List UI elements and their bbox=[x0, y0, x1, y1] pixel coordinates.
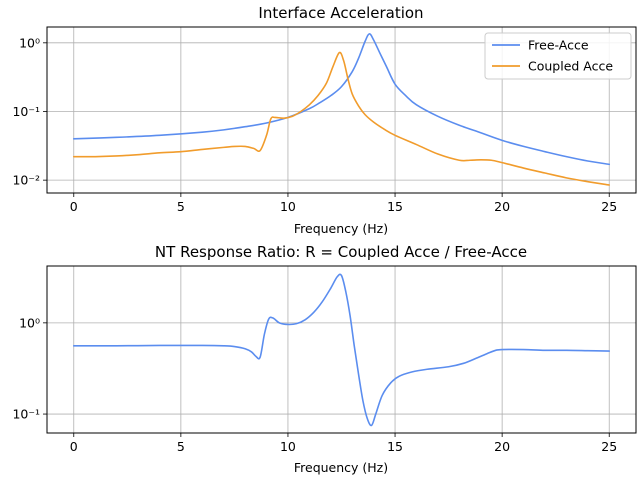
series-line-coupled-acce bbox=[72, 51, 611, 186]
x-tick-label: 0 bbox=[70, 199, 78, 214]
bottom-panel: NT Response Ratio: R = Coupled Acce / Fr… bbox=[12, 243, 637, 475]
series-line-free-acce bbox=[72, 33, 611, 166]
bottom-panel-ticks: 0 5 10 15 20 25 10⁻¹ 10⁰ bbox=[12, 315, 617, 454]
legend-free-acce-label: Free-Acce bbox=[528, 38, 589, 53]
x-tick-label: 5 bbox=[177, 199, 185, 214]
legend-box bbox=[484, 32, 632, 80]
bottom-panel-lines bbox=[72, 273, 611, 427]
top-panel: Interface Acceleration 0 5 10 15 20 25 10⁻² 10⁻… bbox=[12, 4, 637, 236]
y-tick-label: 10⁻² bbox=[12, 173, 40, 188]
bottom-panel-frame bbox=[46, 265, 637, 434]
bottom-panel-grid bbox=[47, 266, 636, 433]
x-tick-label: 15 bbox=[387, 439, 403, 454]
bottom-panel-title: NT Response Ratio: R = Coupled Acce / Fr… bbox=[155, 243, 527, 261]
y-tick-label: 10⁰ bbox=[19, 35, 40, 50]
x-tick-label: 25 bbox=[601, 439, 617, 454]
x-tick-label: 20 bbox=[494, 439, 510, 454]
x-tick-label: 10 bbox=[280, 199, 296, 214]
x-tick-label: 5 bbox=[177, 439, 185, 454]
x-tick-label: 15 bbox=[387, 199, 403, 214]
y-tick-label: 10⁻¹ bbox=[12, 104, 40, 119]
x-tick-label: 25 bbox=[601, 199, 617, 214]
series-line-ratio bbox=[72, 273, 611, 427]
x-tick-label: 10 bbox=[280, 439, 296, 454]
top-panel-title: Interface Acceleration bbox=[258, 4, 423, 22]
x-tick-label: 20 bbox=[494, 199, 510, 214]
bottom-panel-xlabel: Frequency (Hz) bbox=[294, 460, 388, 475]
legend-coupled-acce-label: Coupled Acce bbox=[528, 59, 613, 74]
x-tick-label: 0 bbox=[70, 439, 78, 454]
top-panel-lines bbox=[72, 33, 611, 186]
top-panel-frame bbox=[46, 26, 637, 194]
y-tick-label: 10⁻¹ bbox=[12, 407, 40, 422]
legend: Free-Acce Coupled Acce bbox=[484, 32, 632, 80]
top-panel-xlabel: Frequency (Hz) bbox=[294, 221, 388, 236]
y-tick-label: 10⁰ bbox=[19, 315, 40, 330]
top-panel-ticks: 0 5 10 15 20 25 10⁻² 10⁻¹ 10⁰ bbox=[12, 35, 617, 214]
